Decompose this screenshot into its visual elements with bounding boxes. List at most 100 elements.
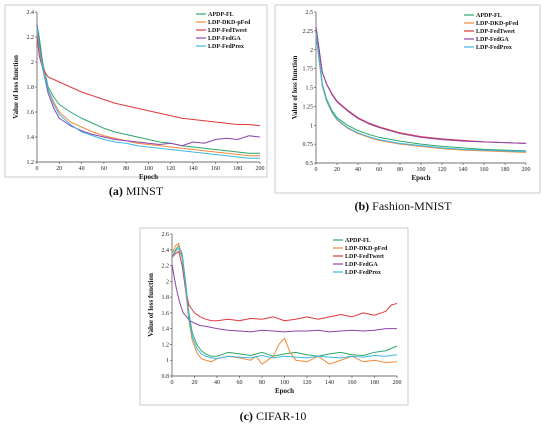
series-line-ldp-dkd-pfed xyxy=(315,34,527,153)
y-tick-label: 1.4 xyxy=(27,135,35,141)
x-tick-label: 60 xyxy=(237,380,243,386)
y-tick-label: 2 xyxy=(31,60,34,66)
x-tick-label: 80 xyxy=(397,167,403,173)
x-tick-label: 80 xyxy=(259,380,265,386)
y-tick-label: 2 xyxy=(310,48,313,54)
series-line-ldp-dkd-pfed xyxy=(171,242,398,365)
x-tick-label: 160 xyxy=(348,380,357,386)
series-line-ldp-fedprox xyxy=(315,33,527,153)
x-tick-label: 200 xyxy=(522,167,531,173)
x-tick-label: 20 xyxy=(56,166,62,172)
x-tick-label: 20 xyxy=(334,167,340,173)
panel-border xyxy=(274,4,541,194)
caption-text: Fashion-MNIST xyxy=(369,199,452,213)
y-tick-label: 1.5 xyxy=(306,86,314,92)
series-line-apdp-fl xyxy=(36,24,260,154)
series-line-ldp-fedga xyxy=(171,263,397,333)
x-tick-label: 40 xyxy=(79,166,85,172)
x-tick-label: 60 xyxy=(101,166,107,172)
x-tick-label: 200 xyxy=(256,166,265,172)
x-tick-label: 120 xyxy=(166,166,175,172)
x-tick-label: 160 xyxy=(211,166,220,172)
x-tick-label: 120 xyxy=(438,167,447,173)
legend-entry: LDP-FedProx xyxy=(345,270,381,276)
legend-entry: LDP-DKD-pFed xyxy=(476,21,519,27)
caption-letter: (a) xyxy=(109,184,123,198)
x-tick-label: 20 xyxy=(192,380,198,386)
caption-letter: (c) xyxy=(240,409,253,423)
y-tick-label: 0.75 xyxy=(303,142,314,148)
series-line-ldp-fedtweet xyxy=(36,36,261,127)
x-tick-label: 0 xyxy=(315,167,318,173)
series-line-ldp-fedga xyxy=(315,27,527,144)
y-tick-label: 2.2 xyxy=(162,264,170,270)
x-tick-label: 140 xyxy=(459,167,468,173)
caption-text: CIFAR-10 xyxy=(253,409,306,423)
legend-entry: APDP-FL xyxy=(345,238,371,244)
y-tick-label: 1.6 xyxy=(27,110,35,116)
x-tick-label: 140 xyxy=(189,166,198,172)
x-axis-label: Epoch xyxy=(411,174,430,182)
y-axis-label: Value of loss function xyxy=(147,273,155,337)
y-tick-label: 2 xyxy=(166,279,169,285)
legend-entry: LDP-FedTweet xyxy=(208,28,247,34)
y-tick-label: 1.4 xyxy=(162,327,170,333)
legend-entry: LDP-DKD-pFed xyxy=(345,246,388,252)
legend-entry: LDP-FedGA xyxy=(345,262,378,268)
legend-entry: LDP-FedProx xyxy=(208,44,244,50)
chart-panel-3: 0 20 40 60 80 100 120 140 160 180 200 0.8 1 1.2 1.4 1.6… xyxy=(139,227,409,423)
caption-text: MINST xyxy=(123,184,164,198)
panel-border xyxy=(4,4,268,178)
legend-entry: LDP-FedProx xyxy=(476,45,512,51)
y-tick-label: 1.8 xyxy=(162,295,170,301)
y-tick-label: 0.8 xyxy=(162,374,170,380)
legend-entry: APDP-FL xyxy=(208,12,234,18)
panel-caption: (a) MINST xyxy=(109,184,164,198)
panel-caption: (c) CIFAR-10 xyxy=(240,409,307,423)
y-axis-label: Value of loss function xyxy=(291,56,299,120)
legend-entry: LDP-FedGA xyxy=(476,37,509,43)
legend-entry: LDP-FedGA xyxy=(208,36,241,42)
x-tick-label: 0 xyxy=(171,380,174,386)
x-tick-label: 180 xyxy=(233,166,242,172)
y-tick-label: 1.6 xyxy=(162,311,170,317)
panel-caption: (b) Fashion-MNIST xyxy=(354,199,452,213)
chart-panel-2: 0 20 40 60 80 100 120 140 160 180 200 0.5 0.75 1 1.25 1… xyxy=(274,4,541,213)
x-axis-label: Epoch xyxy=(275,387,294,395)
panel-border xyxy=(139,227,409,406)
x-axis-label: Epoch xyxy=(139,173,158,181)
legend-entry: LDP-FedTweet xyxy=(476,29,515,35)
x-tick-label: 140 xyxy=(325,380,334,386)
x-tick-label: 100 xyxy=(144,166,153,172)
y-tick-label: 2.2 xyxy=(27,35,35,41)
y-tick-label: 2.4 xyxy=(27,10,35,16)
y-tick-label: 2.25 xyxy=(303,29,314,35)
series-line-ldp-fedprox xyxy=(171,247,398,360)
x-tick-label: 160 xyxy=(480,167,489,173)
x-tick-label: 180 xyxy=(501,167,510,173)
x-tick-label: 80 xyxy=(123,166,129,172)
legend-entry: LDP-FedTweet xyxy=(345,254,384,260)
y-axis-label: Value of loss function xyxy=(12,55,20,119)
y-tick-label: 0.5 xyxy=(306,161,314,167)
y-tick-label: 1 xyxy=(310,123,313,129)
y-tick-label: 1.25 xyxy=(303,104,314,110)
chart-panel-1: 0 20 40 60 80 100 120 140 160 180 200 1.2 1.4 1.6 1.8 2… xyxy=(4,4,268,198)
series-line-ldp-fedga xyxy=(36,24,261,147)
y-tick-label: 1.8 xyxy=(27,85,35,91)
y-tick-label: 1 xyxy=(166,358,169,364)
x-tick-label: 120 xyxy=(303,380,312,386)
x-tick-label: 200 xyxy=(393,380,402,386)
x-tick-label: 100 xyxy=(417,167,426,173)
series-line-ldp-dkd-pfed xyxy=(36,30,260,157)
series-line-ldp-fedprox xyxy=(36,26,260,159)
y-tick-label: 1.75 xyxy=(303,67,314,73)
x-tick-label: 0 xyxy=(36,166,39,172)
x-tick-label: 180 xyxy=(370,380,379,386)
x-tick-label: 60 xyxy=(376,167,382,173)
x-tick-label: 40 xyxy=(214,380,220,386)
y-tick-label: 2.4 xyxy=(162,248,170,254)
y-tick-label: 2.5 xyxy=(306,10,314,16)
caption-letter: (b) xyxy=(354,199,369,213)
